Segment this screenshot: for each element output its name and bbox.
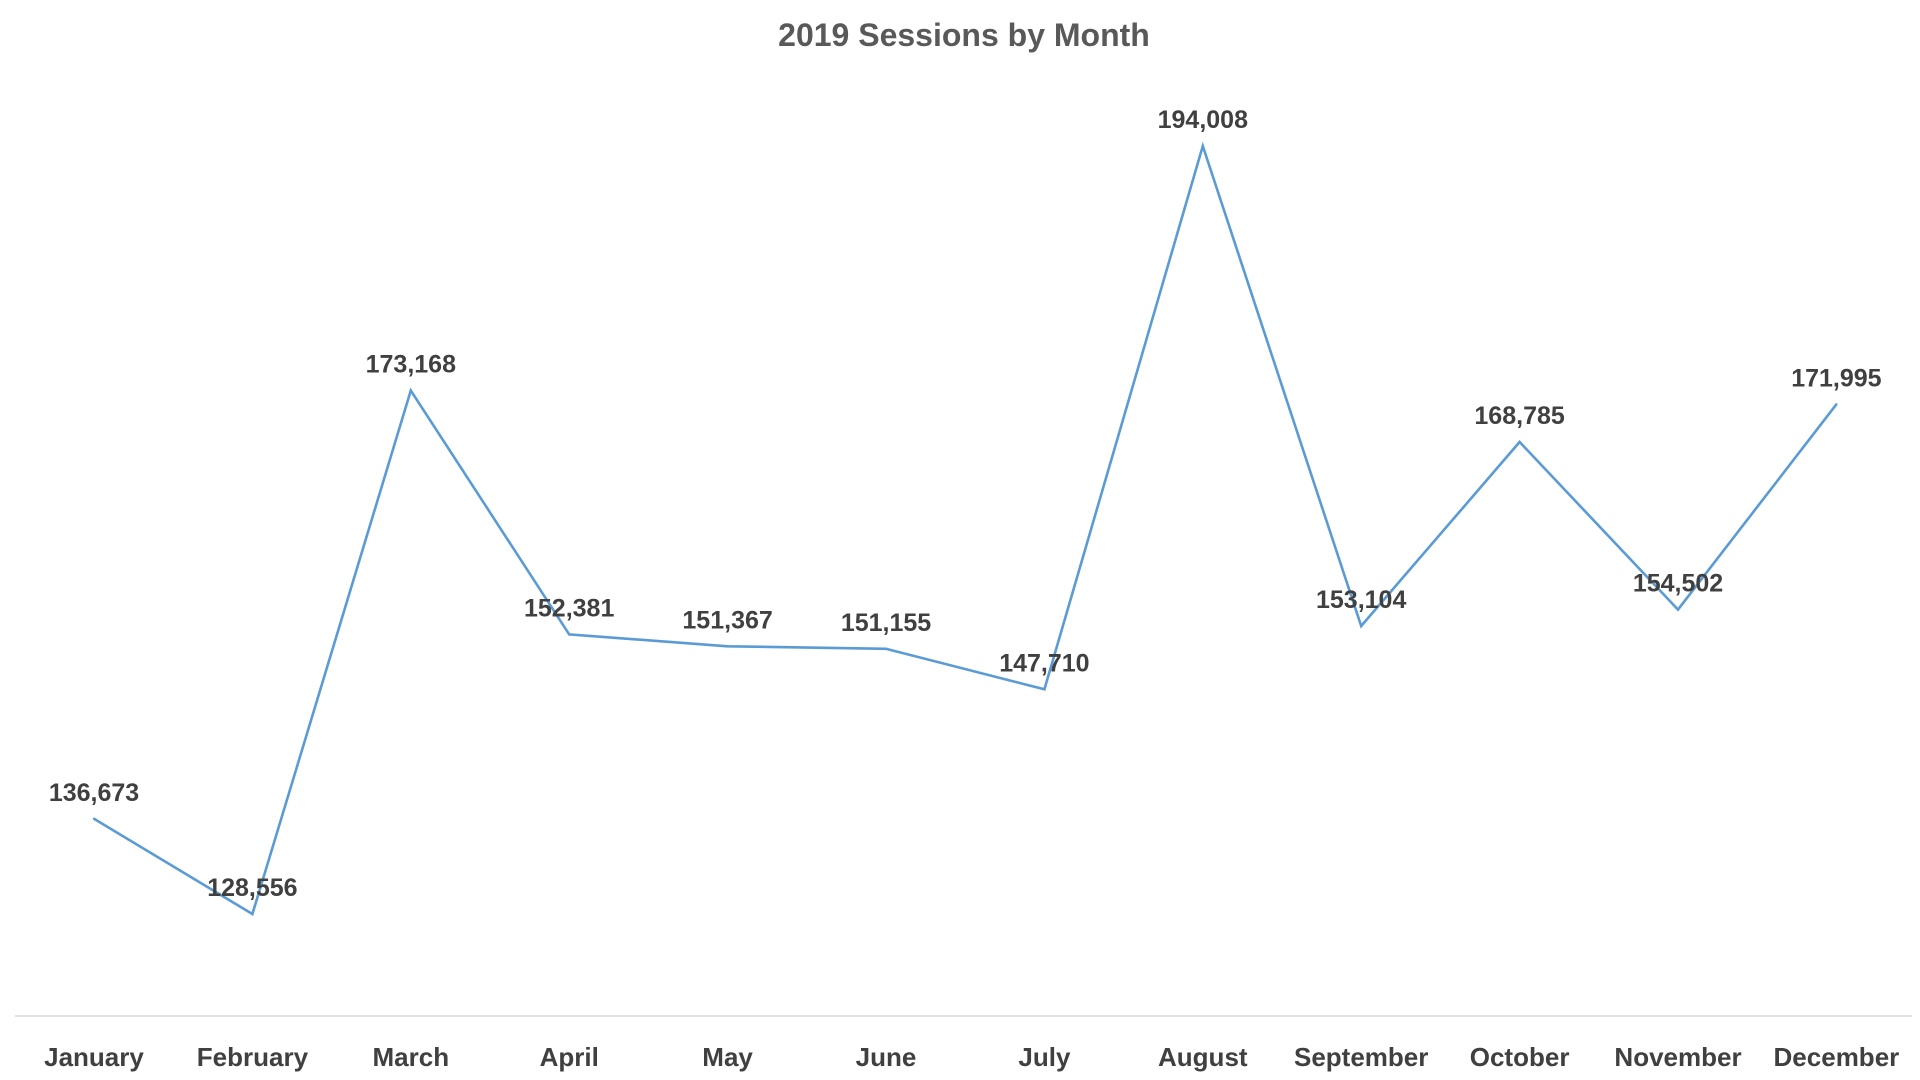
- data-point-december: [1835, 403, 1838, 406]
- x-axis-tick-labels: January February March April May June July Augu…: [44, 1042, 1899, 1072]
- data-point-march: [409, 389, 412, 392]
- data-label-april: 152,381: [524, 594, 614, 622]
- data-point-august: [1201, 144, 1205, 148]
- data-label-october: 168,785: [1474, 402, 1564, 430]
- data-label-september: 153,104: [1316, 586, 1406, 614]
- data-point-june: [884, 647, 888, 650]
- data-label-group: 136,673 128,556 173,168 152,381 151,367 151,1…: [49, 106, 1882, 902]
- data-label-january: 136,673: [49, 779, 139, 807]
- x-tick-label-january: January: [44, 1042, 144, 1072]
- data-point-february: [251, 912, 254, 916]
- x-tick-label-february: February: [197, 1042, 309, 1072]
- series-group: [92, 141, 1838, 916]
- x-tick-label-november: November: [1614, 1042, 1741, 1072]
- data-label-december: 171,995: [1791, 364, 1881, 392]
- data-label-june: 151,155: [841, 609, 931, 637]
- data-point-may: [726, 645, 729, 648]
- x-tick-label-march: March: [373, 1042, 450, 1072]
- data-point-september: [1360, 624, 1363, 628]
- data-label-july: 147,710: [999, 649, 1089, 677]
- data-label-february: 128,556: [207, 874, 297, 902]
- series-line: [93, 141, 1838, 916]
- data-point-october: [1518, 440, 1521, 444]
- data-label-november: 154,502: [1633, 570, 1723, 598]
- x-tick-label-september: September: [1294, 1042, 1428, 1072]
- x-tick-label-august: August: [1158, 1042, 1248, 1072]
- data-point-april: [568, 633, 571, 636]
- data-label-august: 194,008: [1158, 106, 1248, 134]
- x-tick-label-april: April: [540, 1042, 599, 1072]
- x-tick-label-july: July: [1018, 1042, 1071, 1072]
- data-label-march: 173,168: [366, 351, 456, 379]
- x-tick-label-december: December: [1774, 1042, 1900, 1072]
- chart-title: 2019 Sessions by Month: [778, 17, 1150, 53]
- x-tick-label-october: October: [1470, 1042, 1570, 1072]
- data-point-july: [1043, 688, 1046, 691]
- x-tick-label-june: June: [856, 1042, 917, 1072]
- x-tick-label-may: May: [702, 1042, 753, 1072]
- data-point-november: [1676, 608, 1680, 611]
- data-point-january: [92, 817, 96, 820]
- data-label-may: 151,367: [682, 606, 772, 634]
